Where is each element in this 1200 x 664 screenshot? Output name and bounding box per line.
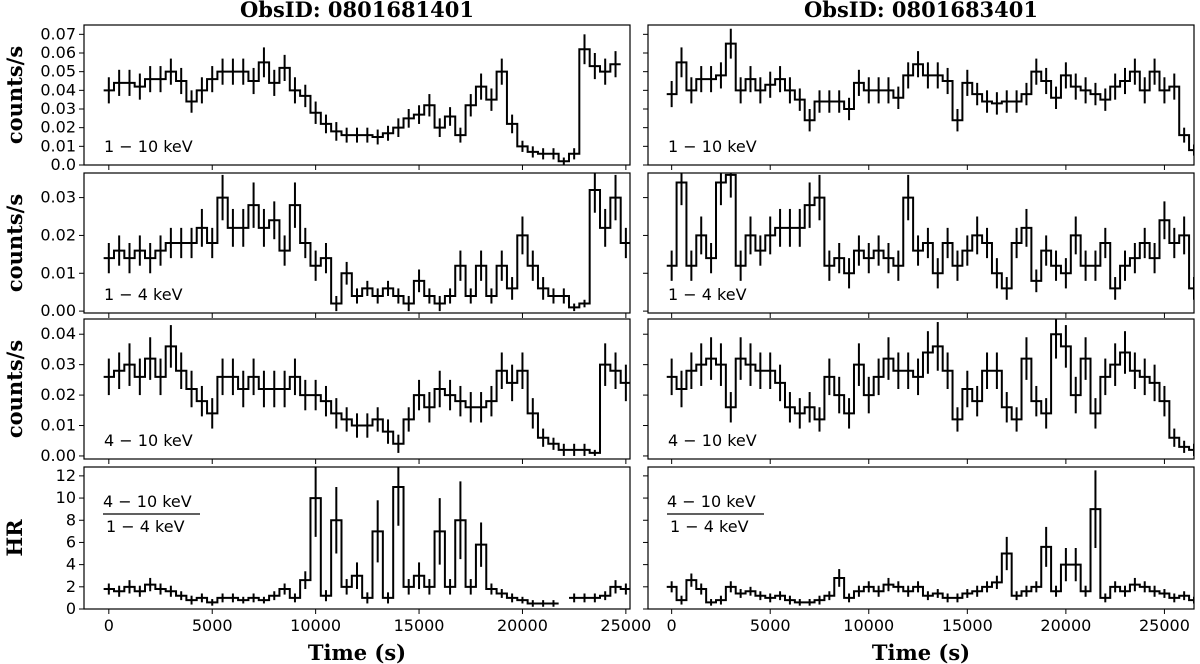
band-label: 1 − 4 keV	[668, 285, 747, 304]
panel-8: 0 5000 10000 15000 20000 25000 4 − 10 keV 1 − 4…	[643, 466, 1195, 664]
step-line	[666, 42, 1194, 152]
x-tick-label: 20000	[1040, 616, 1091, 635]
panel-frame	[647, 318, 1195, 460]
x-tick-label: 15000	[394, 616, 445, 635]
panel-frame	[647, 172, 1195, 314]
step-line	[666, 173, 1194, 290]
series	[103, 173, 630, 312]
series	[666, 28, 1194, 156]
y-tick-label: 2	[66, 577, 76, 596]
y-tick-label: 0.03	[40, 99, 76, 118]
x-tick-label: 0	[667, 616, 677, 635]
x-tick-label: 25000	[1139, 616, 1190, 635]
y-tick-label: 0.00	[40, 446, 76, 465]
x-axis-label: Time (s)	[308, 640, 406, 664]
band-label: 1 − 10 keV	[104, 137, 193, 156]
y-tick-label: 0.02	[40, 118, 76, 137]
y-axis-label: counts/s	[2, 340, 27, 438]
x-tick-label: 25000	[600, 616, 651, 635]
x-tick-label: 5000	[750, 616, 791, 635]
band-label: 1 − 10 keV	[668, 137, 757, 156]
step-line	[103, 485, 630, 605]
y-tick-label: 0.05	[40, 62, 76, 81]
band-numerator: 4 − 10 keV	[103, 492, 192, 511]
band-label: 4 − 10 keV	[668, 431, 757, 450]
step-line	[103, 189, 630, 309]
band-denominator: 1 − 4 keV	[106, 517, 185, 536]
y-tick-label: 4	[66, 555, 76, 574]
panel-frame	[83, 24, 631, 166]
series	[103, 34, 621, 165]
x-tick-label: 20000	[497, 616, 548, 635]
panel-3: 0.00 0.01 0.02 0.03 1 − 4 keV counts/s	[2, 172, 631, 320]
y-tick-label: 8	[66, 510, 76, 529]
x-tick-label: 10000	[290, 616, 341, 635]
y-tick-label: 0	[66, 599, 76, 618]
panel-4: 1 − 4 keV	[643, 172, 1195, 318]
panel-frame	[83, 318, 631, 460]
y-tick-label: 12	[56, 466, 76, 485]
y-axis-label: counts/s	[2, 194, 27, 292]
panel-title: ObsID: 0801681401	[240, 0, 474, 22]
panel-1: 0.00.010.020.030.040.050.060.07 1 − 10 ke…	[2, 0, 631, 174]
y-tick-label: 0.00	[40, 301, 76, 320]
x-tick-label: 0	[104, 616, 114, 635]
y-tick-label: 0.02	[40, 385, 76, 404]
panel-6: 4 − 10 keV	[643, 318, 1195, 464]
y-tick-label: 0.04	[40, 80, 76, 99]
band-denominator: 1 − 4 keV	[670, 517, 749, 536]
panel-2: 1 − 10 keV ObsID: 0801683401	[643, 0, 1195, 170]
y-tick-label: 0.04	[40, 324, 76, 343]
band-numerator: 4 − 10 keV	[667, 492, 756, 511]
y-tick-label: 0.02	[40, 225, 76, 244]
band-label: 1 − 4 keV	[104, 285, 183, 304]
y-tick-label: 0.03	[40, 355, 76, 374]
y-tick-label: 6	[66, 532, 76, 551]
series	[666, 470, 1194, 606]
panel-5: 0.00 0.01 0.02 0.03 0.04 4 − 10 keV counts/s	[2, 318, 631, 465]
y-axis-label: HR	[2, 519, 27, 557]
y-tick-label: 0.07	[40, 24, 76, 43]
step-line	[666, 508, 1194, 604]
x-tick-label: 15000	[942, 616, 993, 635]
step-line	[103, 48, 621, 163]
y-tick-label: 0.01	[40, 416, 76, 435]
x-axis-label: Time (s)	[872, 640, 970, 664]
y-tick-label: 0.01	[40, 136, 76, 155]
series	[103, 467, 630, 607]
series	[666, 319, 1194, 456]
y-axis-label: counts/s	[2, 46, 27, 144]
panel-7: 0 2 4 6 8 10 12 0 5000 10000 15000 20000 25000 4 − 10…	[2, 466, 651, 664]
panel-title: ObsID: 0801683401	[804, 0, 1038, 22]
step-line	[666, 333, 1194, 451]
y-tick-label: 0.03	[40, 188, 76, 207]
series	[666, 173, 1194, 300]
band-label: 4 − 10 keV	[104, 431, 193, 450]
y-tick-label: 0.06	[40, 43, 76, 62]
x-tick-label: 10000	[843, 616, 894, 635]
panel-frame	[83, 466, 631, 610]
x-tick-label: 5000	[192, 616, 233, 635]
panel-frame	[647, 466, 1195, 610]
panel-frame	[647, 24, 1195, 166]
y-tick-label: 0.01	[40, 263, 76, 282]
y-tick-label: 0.0	[51, 155, 76, 174]
y-tick-label: 10	[56, 488, 76, 507]
series	[103, 325, 630, 456]
